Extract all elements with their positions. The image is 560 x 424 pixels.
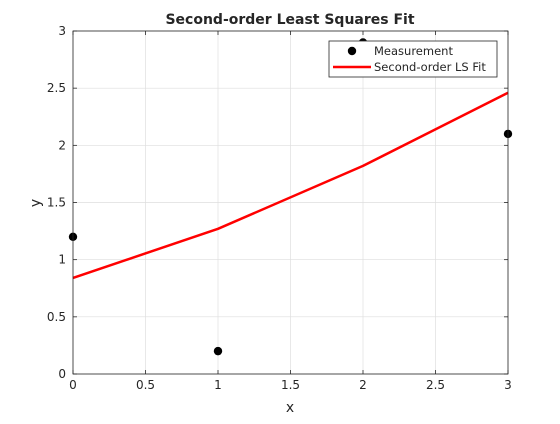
- x-tick-label: 0.5: [136, 378, 155, 392]
- y-axis-label: y: [28, 199, 44, 207]
- y-tick-label: 3: [58, 24, 66, 38]
- x-tick-label: 0: [69, 378, 77, 392]
- y-axis-ticks: 0 0.5 1 1.5 2 2.5 3: [47, 24, 508, 381]
- measurement-point: [213, 346, 223, 356]
- x-tick-label: 1.5: [281, 378, 300, 392]
- x-tick-label: 3: [504, 378, 512, 392]
- chart-title: Second-order Least Squares Fit: [165, 12, 414, 28]
- x-tick-label: 2.5: [426, 378, 445, 392]
- y-tick-label: 0: [58, 367, 66, 381]
- y-tick-label: 2: [58, 138, 66, 152]
- y-tick-label: 1: [58, 253, 66, 267]
- y-tick-label: 2.5: [47, 81, 66, 95]
- x-tick-label: 2: [359, 378, 367, 392]
- legend-label: Second-order LS Fit: [374, 60, 486, 74]
- y-tick-label: 0.5: [47, 310, 66, 324]
- legend-label: Measurement: [374, 44, 453, 58]
- legend-box: [328, 40, 498, 78]
- x-tick-label: 1: [214, 378, 222, 392]
- legend: Measurement Second-order LS Fit: [328, 40, 498, 78]
- legend-marker-measurement: [347, 46, 357, 56]
- y-tick-label: 1.5: [47, 196, 66, 210]
- x-axis-label: x: [286, 400, 294, 416]
- fit-line-series: [72, 91, 509, 280]
- x-axis-ticks: 0 0.5 1 1.5 2 2.5 3: [69, 31, 512, 392]
